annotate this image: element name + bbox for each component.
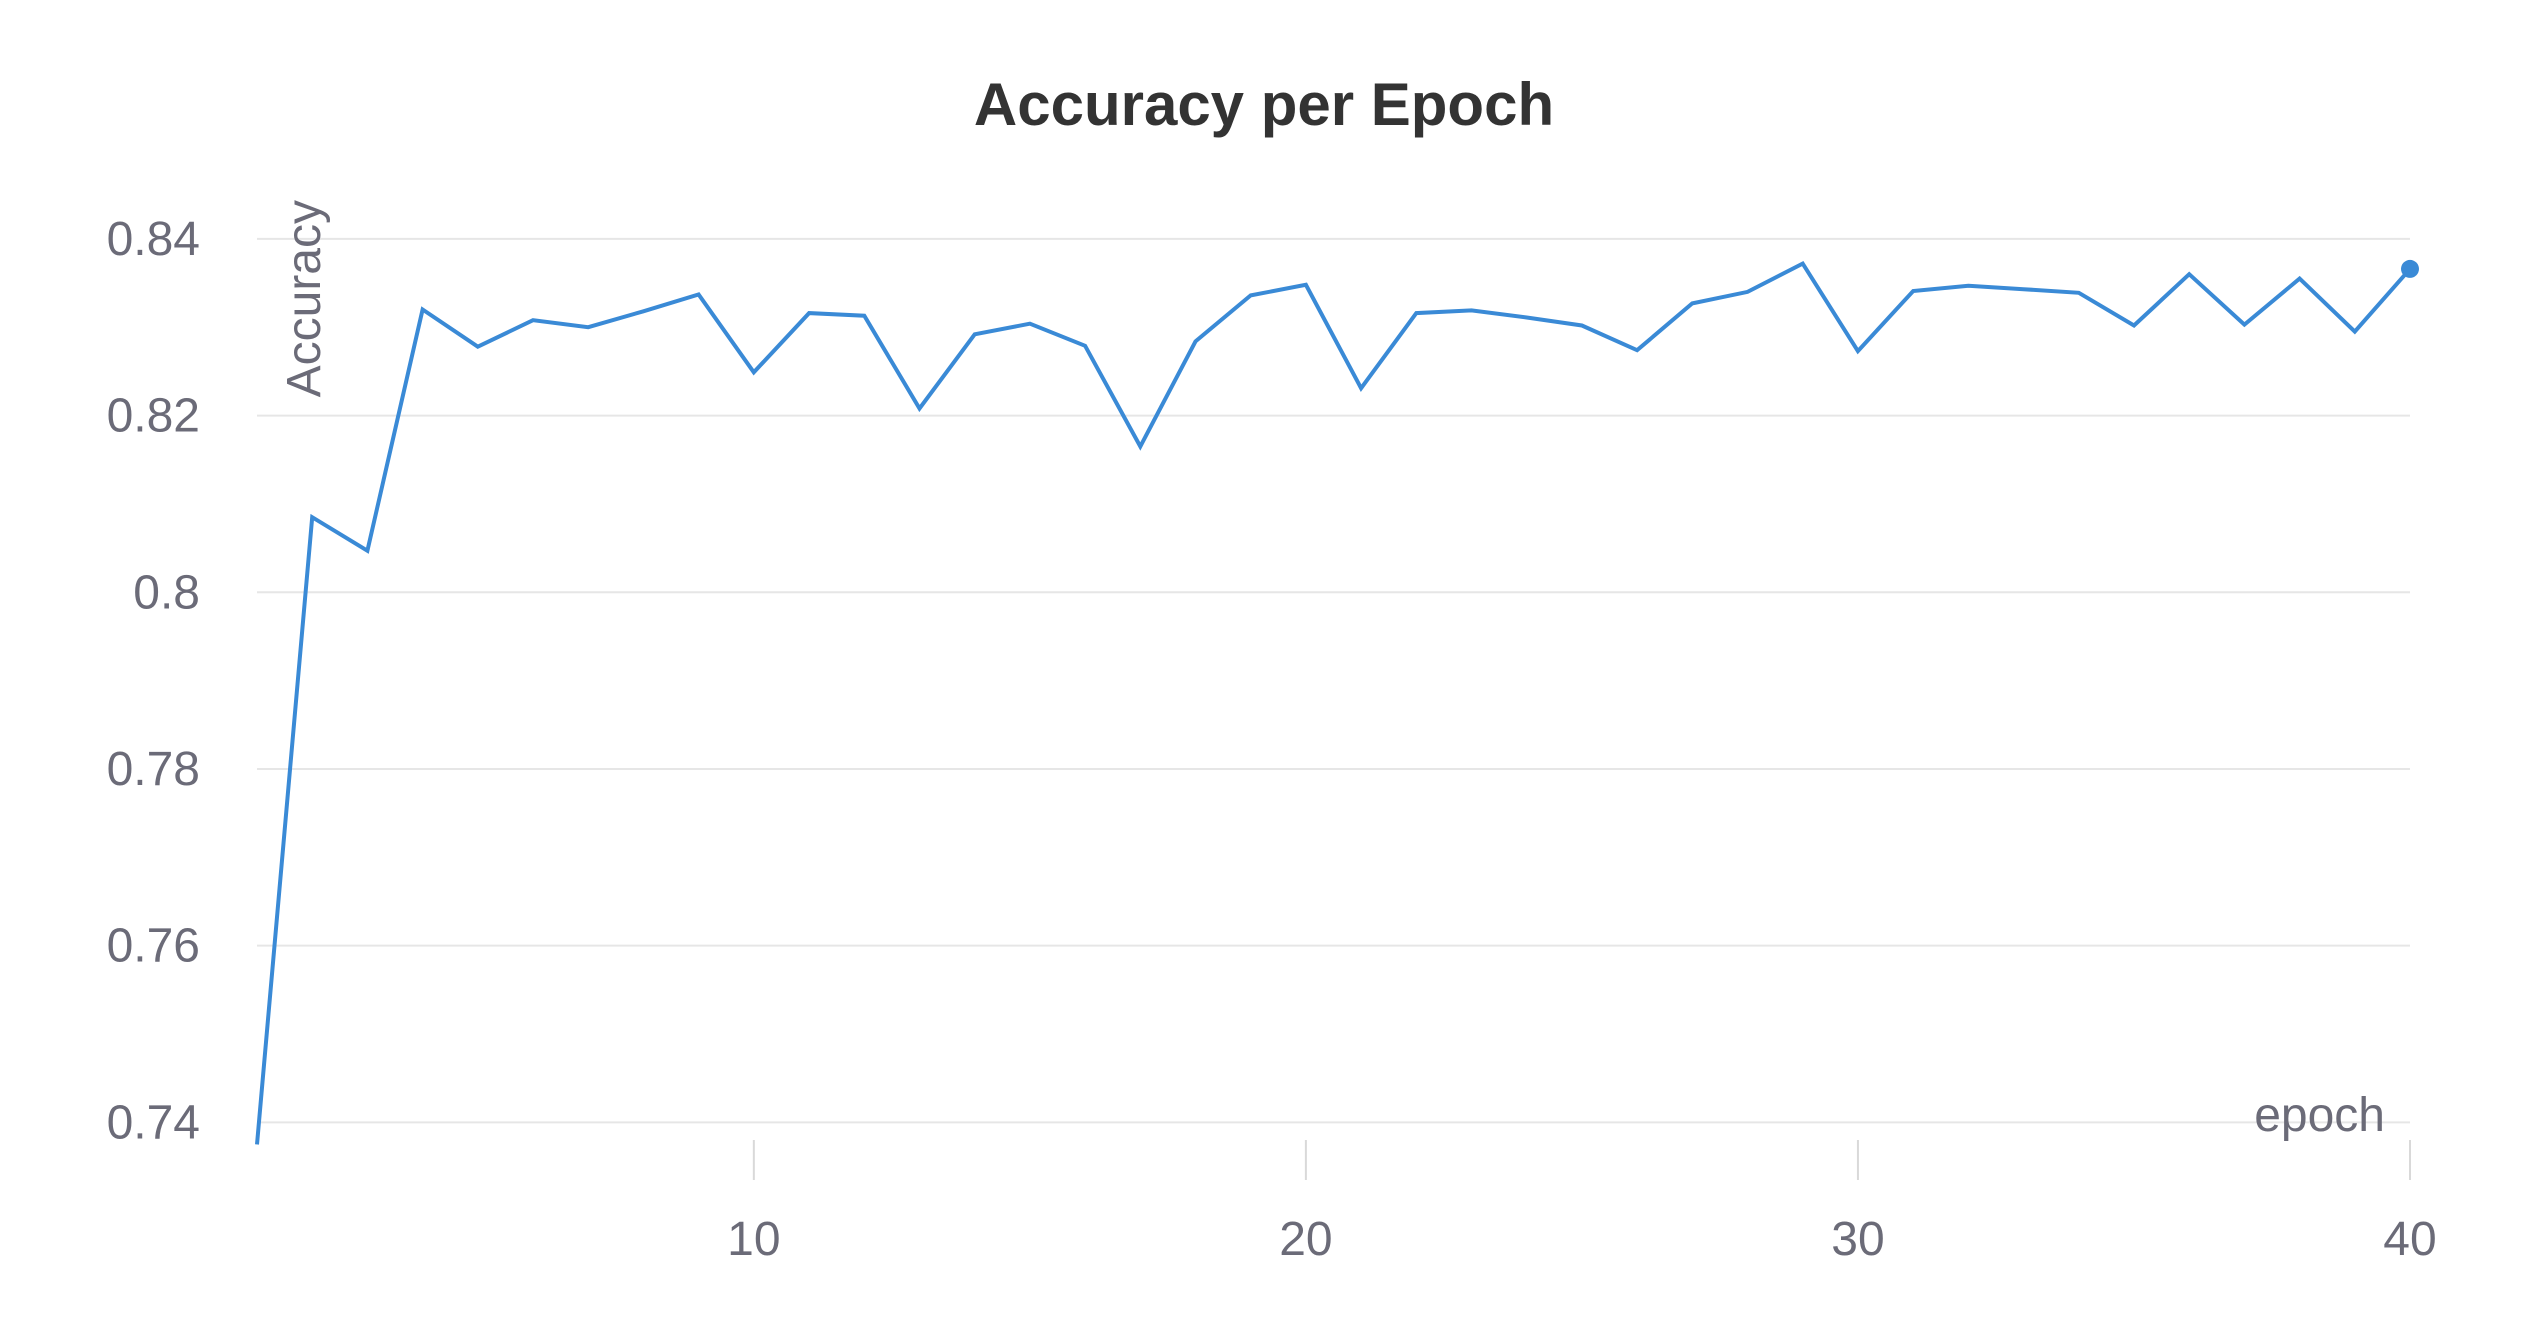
y-tick-label: 0.76: [107, 920, 200, 973]
x-axis-ticks: 10 20 30 40: [727, 1140, 2437, 1266]
y-tick-label: 0.8: [133, 566, 200, 619]
y-tick-label: 0.84: [107, 213, 200, 266]
chart-title: Accuracy per Epoch: [974, 71, 1554, 138]
x-tick-label: 40: [2383, 1213, 2436, 1266]
y-tick-label: 0.74: [107, 1096, 200, 1149]
last-data-point: [2401, 259, 2419, 278]
x-tick-label: 30: [1831, 1213, 1884, 1266]
x-tick-label: 10: [727, 1213, 780, 1266]
x-axis-title: epoch: [2254, 1089, 2385, 1142]
y-tick-label: 0.78: [107, 743, 200, 796]
grid-lines: [257, 237, 2410, 1124]
y-tick-label: 0.82: [107, 390, 200, 443]
series-layer: [255, 259, 2419, 1145]
y-axis-title: Accuracy: [278, 200, 331, 397]
y-axis-ticks: 0.74 0.76 0.78 0.8 0.82 0.84: [107, 213, 200, 1149]
accuracy-series-line: [255, 260, 2412, 1145]
x-tick-label: 20: [1279, 1213, 1332, 1266]
